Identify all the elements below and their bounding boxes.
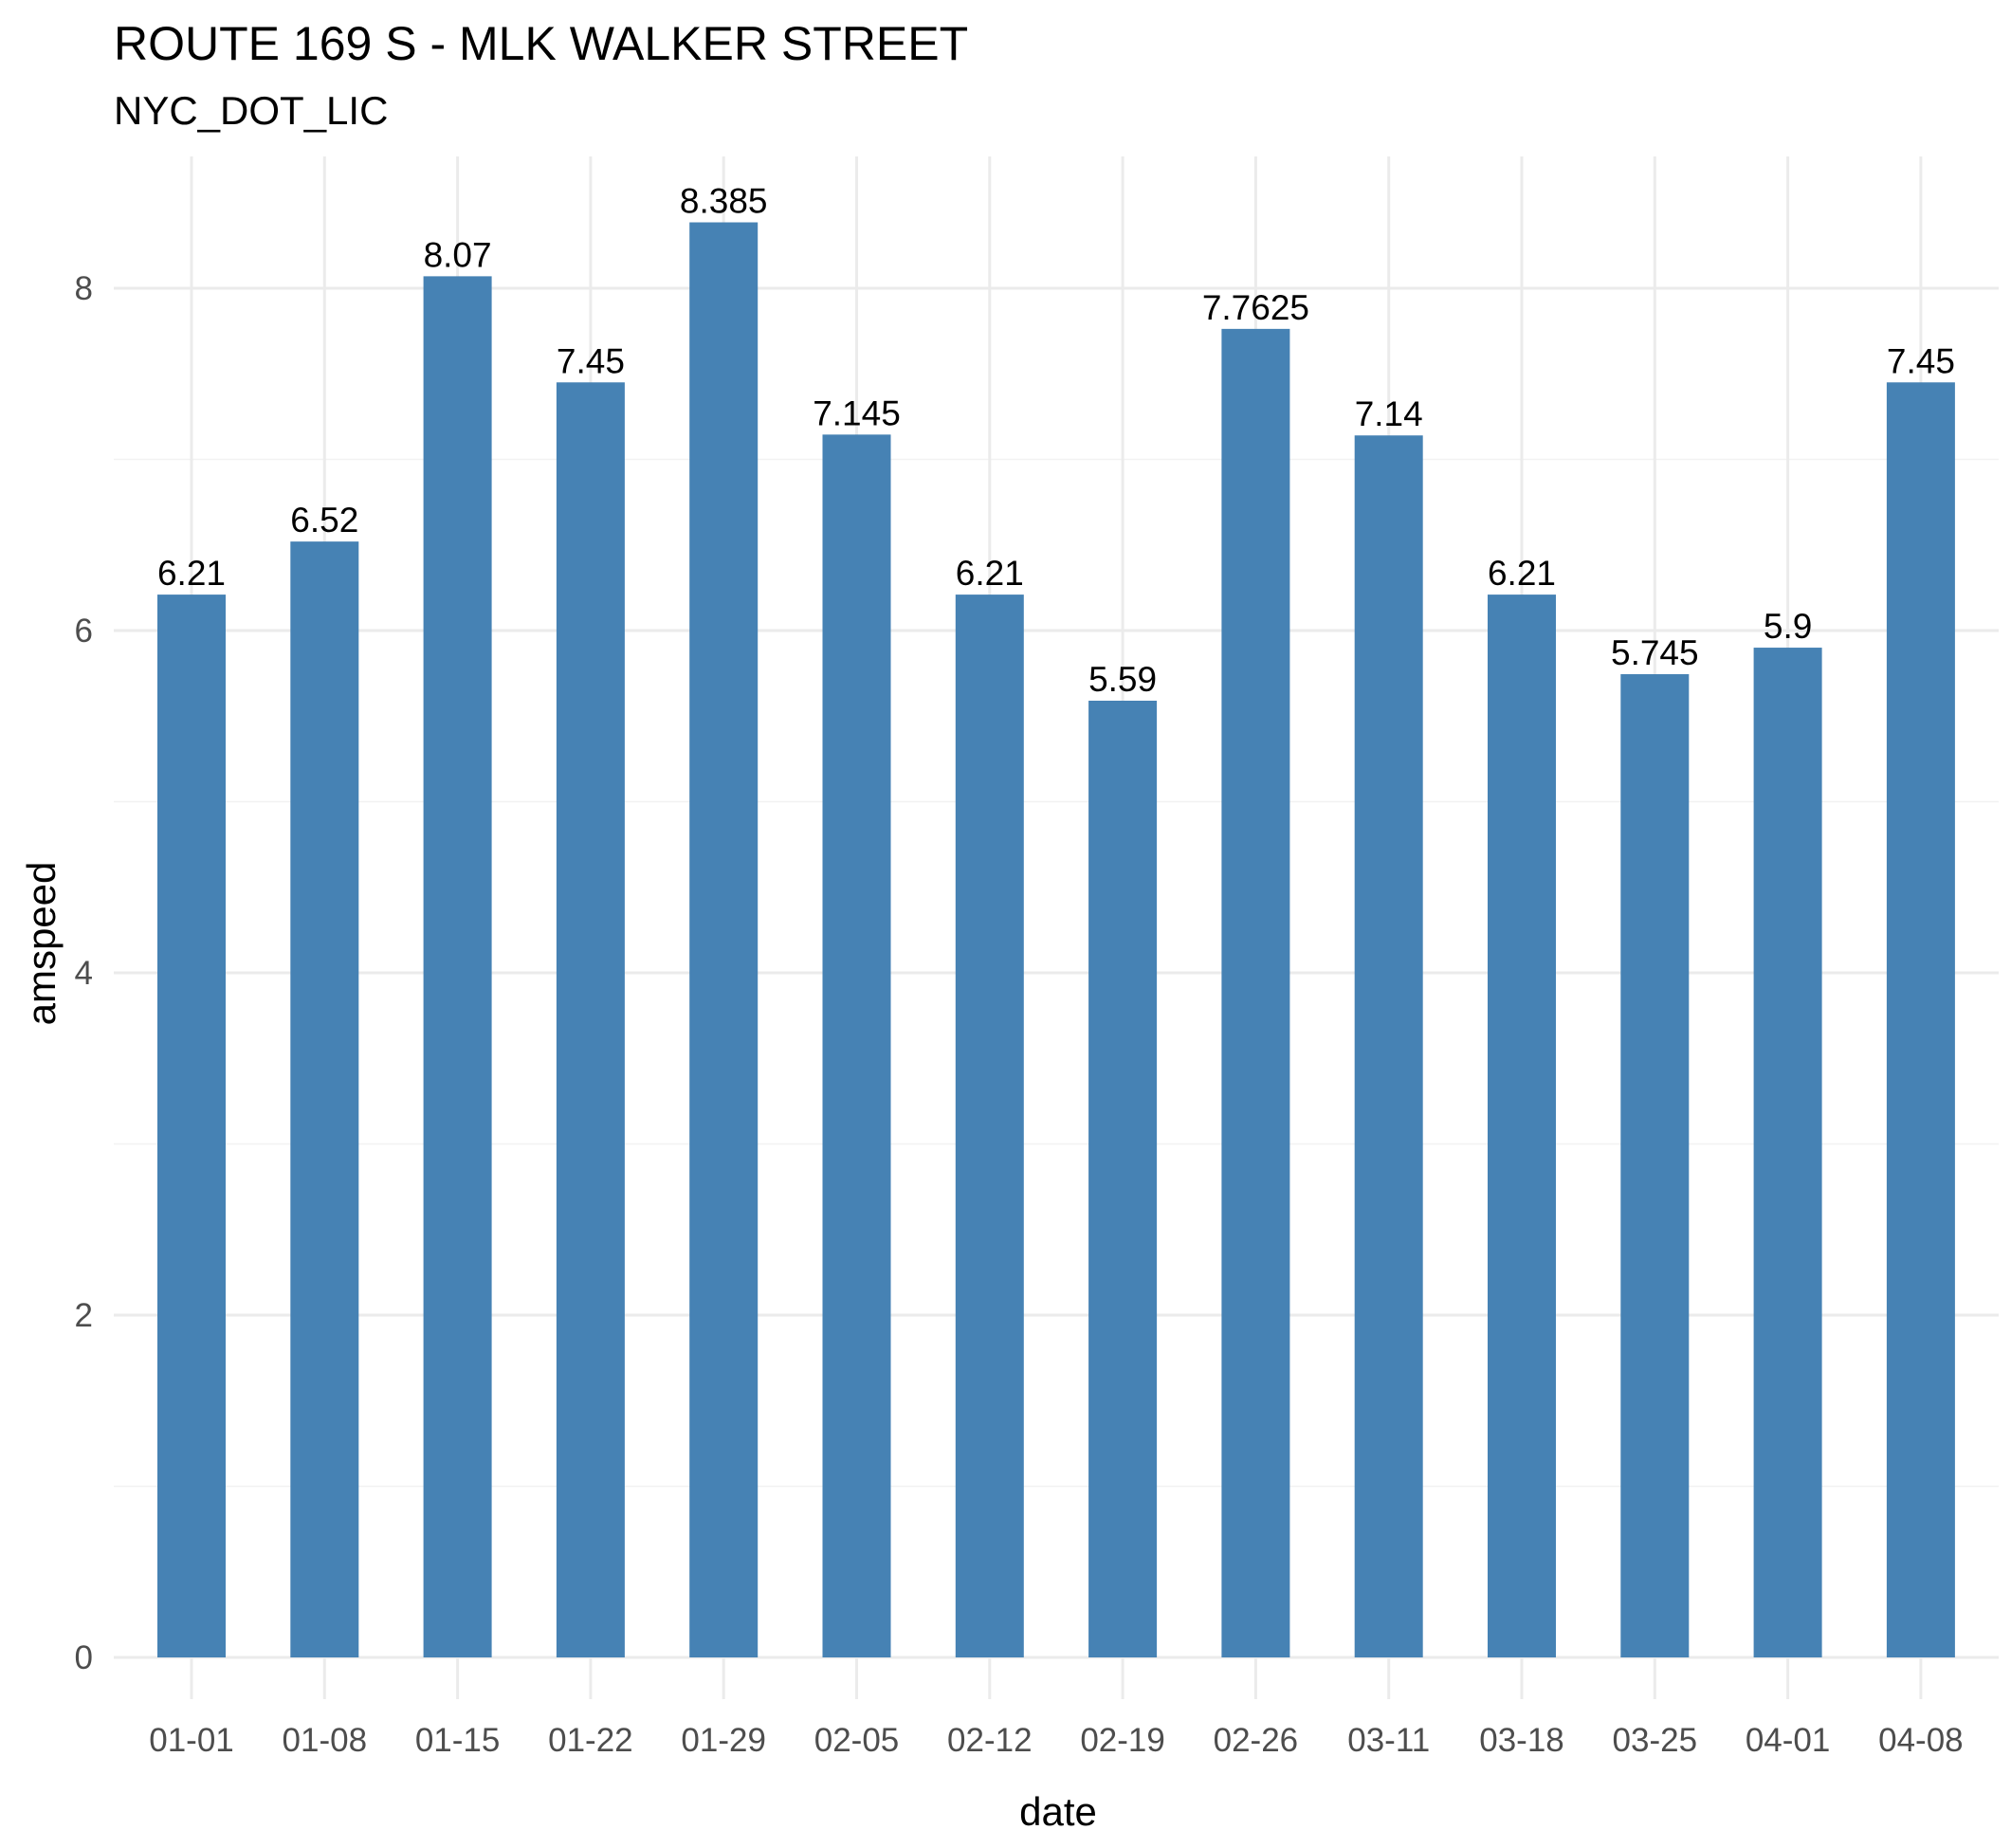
x-tick-label: 04-01 — [1746, 1722, 1831, 1759]
y-axis-label: amspeed — [19, 862, 64, 1026]
chart-subtitle: NYC_DOT_LIC — [114, 88, 388, 133]
bar — [556, 382, 625, 1657]
x-tick-label: 03-25 — [1613, 1722, 1698, 1759]
data-label: 5.9 — [1764, 607, 1812, 646]
x-tick-label: 02-26 — [1214, 1722, 1299, 1759]
x-tick-label: 01-15 — [415, 1722, 501, 1759]
y-axis-ticks: 0 2 4 6 8 — [75, 270, 93, 1676]
bar — [1088, 701, 1158, 1657]
bar — [822, 434, 891, 1657]
data-label: 5.745 — [1611, 633, 1699, 672]
bar — [290, 541, 359, 1657]
data-label: 6.21 — [1488, 554, 1556, 593]
data-label: 5.59 — [1088, 660, 1157, 699]
bar — [1886, 382, 1955, 1657]
bar — [157, 595, 226, 1657]
data-label: 7.7625 — [1202, 288, 1309, 327]
x-tick-label: 01-22 — [548, 1722, 633, 1759]
x-tick-label: 01-08 — [283, 1722, 368, 1759]
data-label: 8.385 — [680, 182, 768, 221]
bar — [423, 276, 492, 1657]
y-tick-label: 0 — [75, 1639, 93, 1676]
data-label: 8.07 — [424, 235, 492, 274]
chart-title: ROUTE 169 S - MLK WALKER STREET — [114, 17, 968, 70]
y-tick-label: 4 — [75, 955, 93, 992]
bar — [1488, 595, 1556, 1657]
x-axis-label: date — [1019, 1789, 1097, 1834]
x-tick-label: 01-01 — [149, 1722, 234, 1759]
data-label: 6.52 — [290, 501, 358, 540]
x-axis-ticks: 01-01 01-08 01-15 01-22 01-29 02-05 02-12 02-19… — [149, 1722, 1963, 1759]
bar — [1753, 648, 1822, 1657]
x-tick-label: 03-11 — [1347, 1722, 1430, 1759]
bar — [1221, 328, 1290, 1657]
data-label: 6.21 — [956, 554, 1024, 593]
y-tick-label: 6 — [75, 613, 93, 650]
data-label: 7.14 — [1355, 394, 1423, 433]
x-tick-label: 03-18 — [1479, 1722, 1564, 1759]
data-label: 7.45 — [1887, 341, 1955, 380]
y-tick-label: 8 — [75, 270, 93, 307]
data-label: 6.21 — [157, 554, 226, 593]
grid — [114, 156, 1999, 1699]
bar — [689, 222, 759, 1657]
y-tick-label: 2 — [75, 1297, 93, 1334]
x-tick-label: 02-19 — [1080, 1722, 1165, 1759]
data-label: 7.45 — [557, 341, 625, 380]
data-labels: 6.21 6.52 8.07 7.45 8.385 7.145 6.21 5.59 7.7625… — [157, 182, 1955, 699]
bars — [157, 222, 1955, 1658]
x-tick-label: 02-05 — [814, 1722, 900, 1759]
x-tick-label: 02-12 — [947, 1722, 1033, 1759]
x-tick-label: 04-08 — [1878, 1722, 1964, 1759]
bar — [1354, 435, 1423, 1658]
bar — [1620, 674, 1690, 1657]
data-label: 7.145 — [813, 393, 901, 432]
bar — [955, 595, 1024, 1657]
x-tick-label: 01-29 — [681, 1722, 766, 1759]
